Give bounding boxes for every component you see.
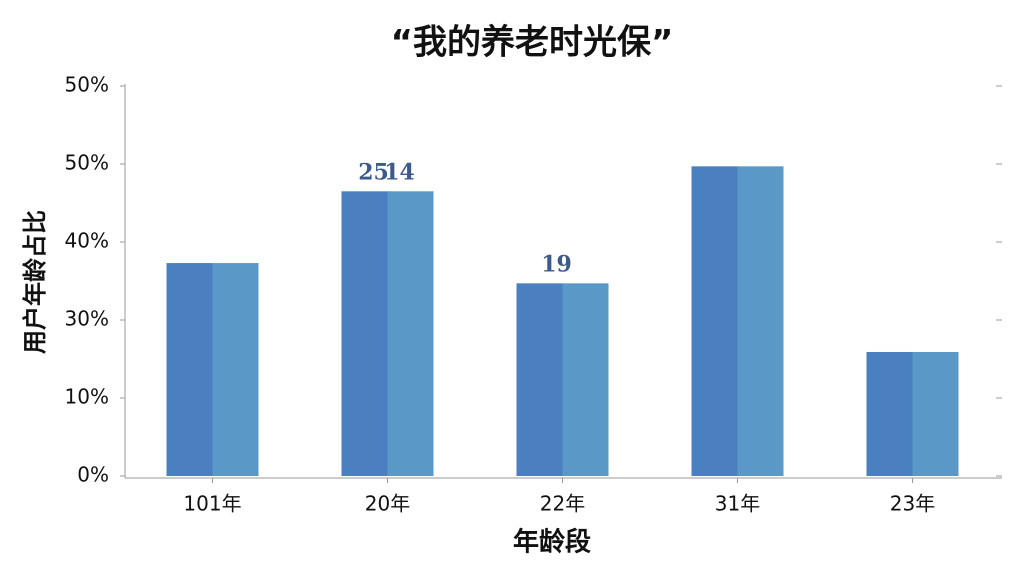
bar: [562, 283, 609, 476]
y-tick-label: 30%: [65, 307, 109, 331]
annotation: 25: [358, 159, 389, 185]
y-tick-label: 10%: [65, 385, 109, 409]
annotation: 19: [541, 251, 572, 277]
x-tick-label: 101年: [183, 492, 241, 516]
bar: [387, 191, 434, 477]
bar: [516, 283, 563, 476]
bar: [912, 351, 959, 476]
bar: [166, 263, 213, 476]
x-axis-label: 年龄段: [513, 527, 591, 558]
y-axis-label: 用户年龄占比: [21, 210, 49, 354]
x-tick-label: 20年: [365, 492, 410, 516]
y-tick-label: 40%: [65, 229, 109, 253]
annotation: 14: [384, 159, 415, 185]
bar: [866, 351, 913, 476]
y-tick-label: 0%: [77, 463, 109, 487]
x-tick-label: 23年: [890, 492, 935, 516]
y-tick-label: 50%: [65, 151, 109, 175]
bar: [737, 166, 784, 476]
bar: [691, 166, 738, 476]
bar: [212, 263, 259, 476]
bar: [341, 191, 388, 477]
x-tick-label: 22年: [540, 492, 585, 516]
x-tick-label: 31年: [715, 492, 760, 516]
y-tick-label: 50%: [65, 73, 109, 97]
chart-title: “我的养老时光保”: [391, 23, 674, 63]
